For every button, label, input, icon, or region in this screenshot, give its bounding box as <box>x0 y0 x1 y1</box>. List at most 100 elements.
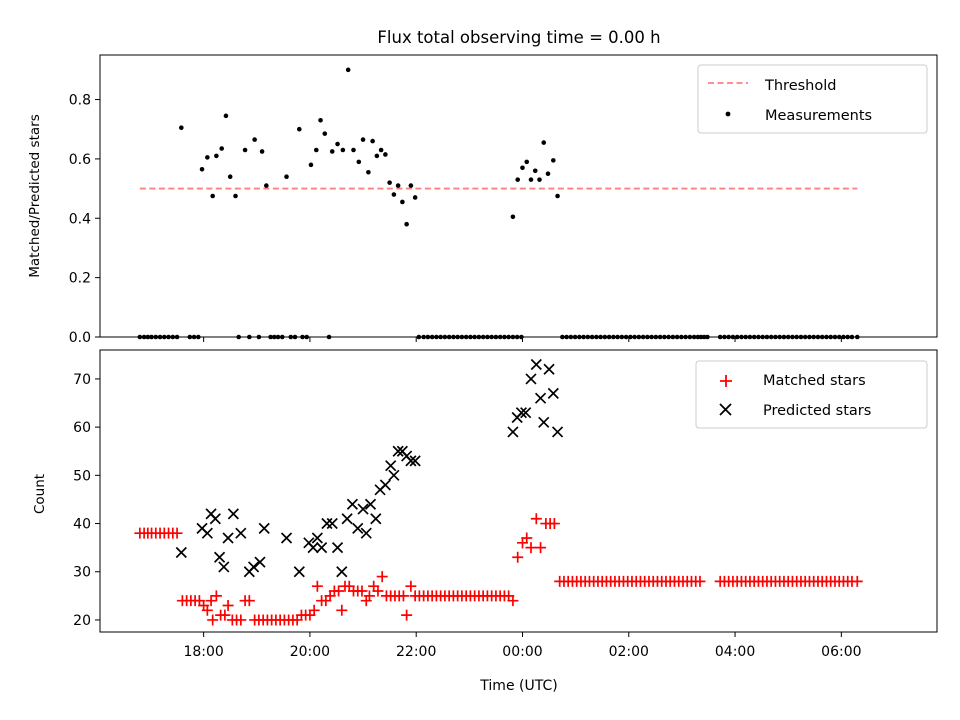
bottom-x-tick-label: 00:00 <box>502 644 542 660</box>
measurement-point <box>179 125 184 131</box>
measurement-point <box>378 147 384 153</box>
predicted-stars-point <box>235 527 247 539</box>
predicted-stars-point <box>525 373 537 385</box>
top-y-tick-label: 0.4 <box>69 211 91 227</box>
predicted-stars-point <box>551 426 564 438</box>
predicted-stars-point <box>357 503 369 515</box>
bottom-panel: 20 30 40 50 60 70 18:00 20:00 22:00 00:00 02:00 04… <box>32 349 938 694</box>
bottom-x-tick-label: 04:00 <box>715 644 755 660</box>
predicted-stars-point <box>222 532 234 544</box>
predicted-stars-point <box>175 546 187 559</box>
matched-stars-point <box>521 532 533 544</box>
bottom-axes-frame <box>99 349 938 633</box>
measurement-point <box>318 118 323 123</box>
predicted-stars-point <box>209 513 221 525</box>
matched-stars-point <box>530 513 542 525</box>
matched-stars-point <box>171 527 183 539</box>
measurement-point <box>242 147 248 153</box>
matched-stars-point <box>525 542 537 554</box>
predicted-stars-point <box>379 479 391 491</box>
bottom-y-tick-label: 70 <box>73 372 91 388</box>
measurement-point <box>400 199 405 205</box>
matched-stars-point <box>405 580 417 592</box>
predicted-stars-point <box>370 513 382 525</box>
measurement-point <box>412 195 418 200</box>
predicted-stars-point <box>530 358 542 371</box>
measurement-point <box>264 183 269 188</box>
measurement-point <box>214 153 219 159</box>
measurement-point <box>374 153 380 159</box>
predicted-stars-point <box>326 517 338 530</box>
predicted-stars-point <box>341 513 353 525</box>
predicted-stars-point <box>364 498 377 510</box>
measurement-point <box>219 146 224 151</box>
legend-matched-swatch <box>720 375 732 387</box>
bottom-y-tick-label: 40 <box>73 517 91 533</box>
measurement-point <box>395 183 401 188</box>
measurement-point <box>555 193 560 199</box>
matched-stars-point <box>372 585 384 597</box>
measurement-point <box>284 174 289 180</box>
top-y-tick-label: 0.0 <box>69 330 91 346</box>
matched-stars-point <box>205 595 217 607</box>
legend-measurements-label: Measurements <box>765 108 872 124</box>
predicted-stars-point <box>388 469 400 481</box>
predicted-stars-point <box>515 407 528 419</box>
predicted-stars-point <box>311 532 323 544</box>
predicted-stars-point <box>258 522 270 534</box>
matched-stars-point <box>507 595 519 607</box>
bottom-legend: Matched stars Predicted stars <box>695 360 928 429</box>
x-axis-label: Time (UTC) <box>479 678 557 694</box>
bottom-x-tick-label: 18:00 <box>183 644 223 660</box>
matched-stars-point <box>535 542 547 554</box>
predicted-stars-point <box>307 542 319 554</box>
matched-stars-point <box>376 571 388 583</box>
matched-stars-point <box>548 518 560 530</box>
top-legend-box <box>697 64 928 134</box>
predicted-stars-point <box>316 542 328 554</box>
predicted-stars-point <box>405 455 417 467</box>
predicted-stars-point <box>321 517 333 530</box>
measurement-point <box>391 192 397 197</box>
legend-threshold-label: Threshold <box>764 78 836 94</box>
measurement-point <box>383 152 388 157</box>
matched-stars-point <box>210 590 222 602</box>
measurement-point <box>541 140 547 145</box>
bottom-y-ticks: 20 30 40 50 60 70 <box>73 372 100 629</box>
measurement-point <box>322 131 328 136</box>
bottom-x-ticks: 18:00 20:00 22:00 00:00 02:00 04:00 06:00 <box>183 632 862 660</box>
top-x-ticks <box>203 337 842 342</box>
matched-stars-point <box>356 585 368 597</box>
predicted-stars-point <box>352 522 364 534</box>
predicted-stars-point <box>201 527 213 539</box>
bottom-y-axis-label: Count <box>32 474 48 514</box>
measurement-point <box>345 67 351 73</box>
predicted-stars-point <box>385 460 397 472</box>
measurement-point <box>313 147 319 153</box>
predicted-stars-point <box>247 561 260 573</box>
matched-stars-point <box>308 604 320 616</box>
measurement-point <box>227 174 233 180</box>
matched-stars-point <box>207 614 219 626</box>
measurement-point <box>515 177 521 182</box>
measurement-point <box>223 113 229 119</box>
bottom-plot-marks <box>134 358 863 626</box>
top-axes-frame <box>99 54 938 338</box>
bottom-y-tick-label: 50 <box>73 468 91 484</box>
top-y-tick-label: 0.2 <box>69 271 91 287</box>
bottom-legend-box <box>695 360 928 429</box>
measurement-point <box>366 169 371 175</box>
top-y-tick-label: 0.6 <box>69 152 91 168</box>
measurement-point <box>335 141 340 147</box>
top-plot-marks <box>137 67 860 340</box>
measurement-point <box>356 159 362 165</box>
predicted-stars-point <box>346 498 359 510</box>
measurement-point <box>510 214 516 220</box>
top-y-axis-label: Matched/Predicted stars <box>27 114 43 277</box>
bottom-x-tick-label: 06:00 <box>821 644 861 660</box>
predicted-stars-point <box>507 426 519 438</box>
predicted-stars-point <box>543 363 555 375</box>
measurement-point <box>296 126 302 132</box>
top-panel: 0.00.20.40.60.8 Matched/Predicted stars … <box>27 54 938 346</box>
